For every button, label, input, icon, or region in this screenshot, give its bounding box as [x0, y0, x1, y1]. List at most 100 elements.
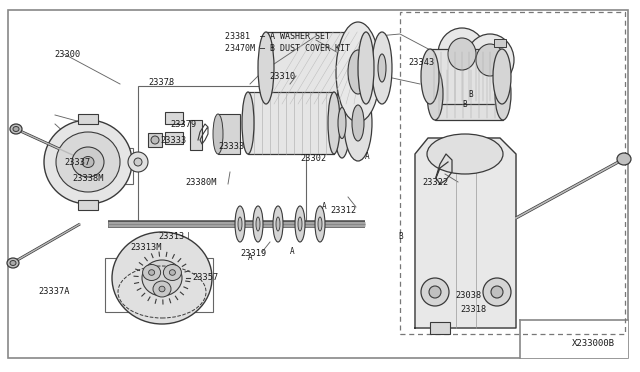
Ellipse shape	[448, 38, 476, 70]
Text: B: B	[468, 90, 472, 99]
Circle shape	[491, 286, 503, 298]
Text: 23338M: 23338M	[72, 173, 104, 183]
Bar	[400, 12, 625, 334]
Text: A: A	[248, 253, 253, 263]
Ellipse shape	[336, 22, 380, 122]
Ellipse shape	[134, 158, 142, 166]
Ellipse shape	[10, 124, 22, 134]
Ellipse shape	[13, 126, 19, 131]
Ellipse shape	[72, 147, 104, 177]
Ellipse shape	[142, 260, 182, 296]
Text: 23378: 23378	[148, 77, 174, 87]
Ellipse shape	[143, 264, 161, 280]
Ellipse shape	[495, 68, 511, 120]
Text: 23380M: 23380M	[185, 177, 216, 186]
Circle shape	[151, 136, 159, 144]
Text: A: A	[322, 202, 326, 211]
Ellipse shape	[427, 134, 503, 174]
Text: 23318: 23318	[460, 305, 486, 314]
Bar	[138, 86, 306, 224]
Ellipse shape	[128, 152, 148, 172]
Ellipse shape	[148, 270, 155, 275]
Ellipse shape	[352, 105, 364, 141]
Bar	[165, 112, 183, 124]
Bar	[266, 32, 366, 104]
Text: B: B	[462, 99, 467, 109]
Text: A: A	[365, 151, 370, 160]
Ellipse shape	[253, 206, 263, 242]
Ellipse shape	[56, 132, 120, 192]
Bar	[55, 148, 133, 184]
Text: 23379: 23379	[170, 119, 196, 128]
Text: 23337: 23337	[64, 157, 90, 167]
Ellipse shape	[7, 258, 19, 268]
Text: 23312: 23312	[330, 205, 356, 215]
Text: 23337A: 23337A	[38, 288, 70, 296]
Text: 23310: 23310	[269, 71, 295, 80]
Text: 23333: 23333	[160, 135, 186, 144]
Ellipse shape	[10, 260, 16, 266]
Ellipse shape	[238, 217, 242, 231]
Ellipse shape	[298, 217, 302, 231]
Ellipse shape	[235, 206, 245, 242]
Circle shape	[483, 278, 511, 306]
Text: X233000B: X233000B	[572, 340, 615, 349]
Text: 23038: 23038	[455, 292, 481, 301]
Text: 23322: 23322	[422, 177, 448, 186]
Ellipse shape	[44, 120, 132, 204]
Bar	[218, 114, 240, 154]
Ellipse shape	[338, 108, 346, 138]
Text: 23313: 23313	[158, 231, 184, 241]
Ellipse shape	[163, 264, 181, 280]
Ellipse shape	[273, 206, 283, 242]
Ellipse shape	[242, 92, 254, 154]
Ellipse shape	[421, 49, 439, 104]
Ellipse shape	[378, 54, 386, 82]
Text: 23381  — A WASHER SET: 23381 — A WASHER SET	[225, 32, 330, 41]
Ellipse shape	[493, 49, 511, 104]
Ellipse shape	[318, 217, 322, 231]
Ellipse shape	[258, 32, 274, 104]
Text: 23302: 23302	[300, 154, 326, 163]
Ellipse shape	[348, 50, 368, 94]
Bar	[435, 68, 503, 120]
Ellipse shape	[372, 32, 392, 104]
Text: 23357: 23357	[192, 273, 218, 282]
Text: 23470M — B DUST COVER KIT: 23470M — B DUST COVER KIT	[225, 44, 350, 52]
Text: A: A	[290, 247, 294, 257]
Bar	[430, 49, 502, 104]
Bar	[248, 92, 334, 154]
Text: 23319: 23319	[240, 250, 266, 259]
Polygon shape	[520, 320, 628, 358]
Ellipse shape	[334, 88, 350, 158]
Polygon shape	[415, 138, 516, 328]
Ellipse shape	[315, 206, 325, 242]
Ellipse shape	[427, 68, 443, 120]
Circle shape	[429, 286, 441, 298]
Bar	[494, 39, 506, 47]
Ellipse shape	[295, 206, 305, 242]
Text: 23343: 23343	[408, 58, 435, 67]
Ellipse shape	[476, 44, 504, 76]
Bar	[78, 114, 98, 124]
Ellipse shape	[276, 217, 280, 231]
Bar	[190, 120, 202, 150]
Ellipse shape	[466, 34, 514, 86]
Ellipse shape	[617, 153, 631, 165]
Ellipse shape	[438, 28, 486, 80]
Circle shape	[421, 278, 449, 306]
Ellipse shape	[344, 85, 372, 161]
Ellipse shape	[112, 232, 212, 324]
Ellipse shape	[358, 32, 374, 104]
Bar	[105, 258, 213, 312]
Bar	[430, 322, 450, 334]
Ellipse shape	[170, 270, 175, 275]
Bar	[148, 133, 162, 147]
Bar	[78, 200, 98, 210]
Ellipse shape	[328, 92, 340, 154]
Text: 23333: 23333	[218, 141, 244, 151]
Bar	[165, 132, 183, 144]
Text: 23313M: 23313M	[130, 244, 161, 253]
Ellipse shape	[213, 114, 223, 154]
Text: B: B	[398, 231, 403, 241]
